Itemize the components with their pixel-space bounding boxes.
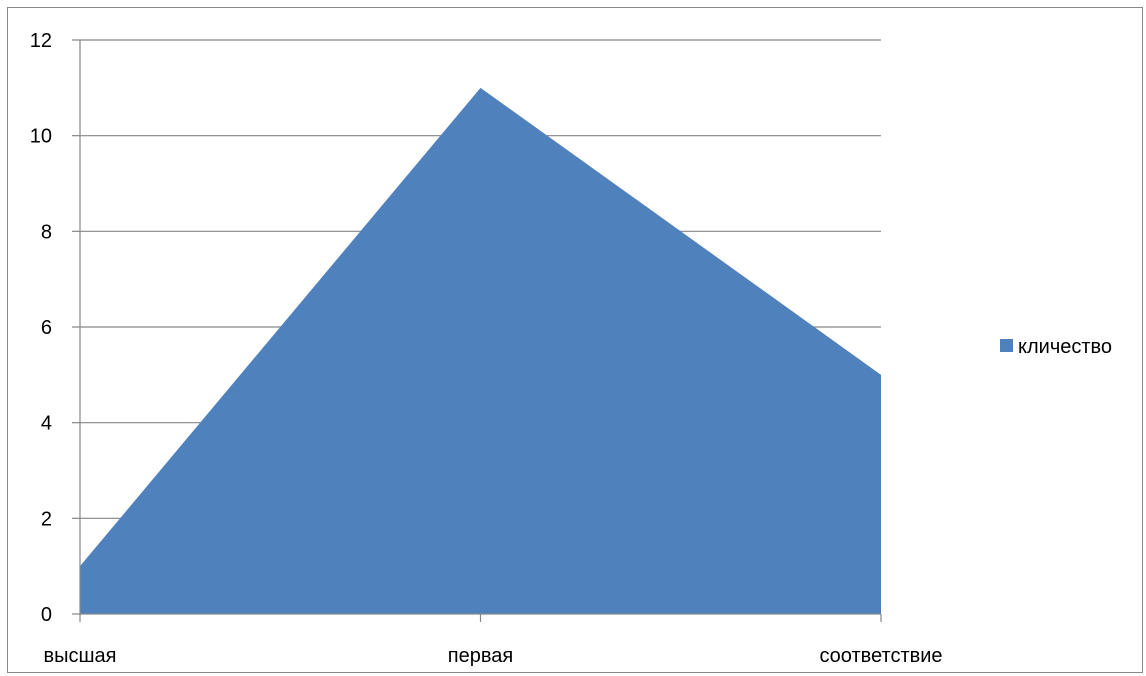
y-tick-label: 4	[41, 413, 52, 435]
x-axis-tick-labels: высшая первая соответствие	[44, 645, 943, 667]
y-tick-label: 12	[30, 30, 52, 52]
legend-swatch	[1000, 339, 1013, 352]
plot-area	[80, 87, 881, 615]
legend-label: кличество	[1018, 336, 1112, 358]
x-tick-label: первая	[448, 645, 513, 667]
y-axis-tick-labels: 0 2 4 6 8 10 12	[30, 30, 52, 626]
y-tick-label: 6	[41, 317, 52, 339]
y-tick-label: 2	[41, 508, 52, 530]
y-tick-label: 8	[41, 221, 52, 243]
y-tick-label: 10	[30, 126, 52, 148]
y-tick-label: 0	[41, 604, 52, 626]
x-tick-label: соответствие	[819, 645, 942, 667]
axes	[72, 39, 882, 622]
legend: кличество	[1000, 336, 1112, 358]
area-series	[80, 87, 881, 615]
x-tick-label: высшая	[44, 645, 117, 667]
